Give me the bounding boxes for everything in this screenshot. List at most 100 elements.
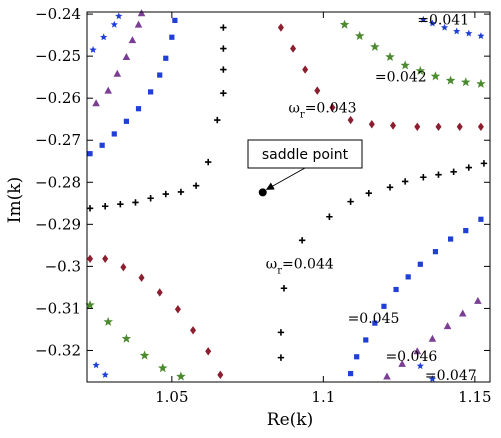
data-point	[158, 363, 168, 372]
data-point	[140, 351, 150, 360]
data-point	[175, 305, 181, 313]
data-point	[476, 79, 486, 88]
data-point	[414, 123, 420, 131]
data-point	[431, 71, 441, 80]
data-point	[148, 89, 153, 94]
x-tick-label: 1.05	[155, 388, 188, 406]
y-tick-label: −0.27	[35, 131, 81, 149]
y-tick-label: −0.32	[35, 341, 81, 359]
y-tick-label: −0.29	[35, 215, 81, 233]
data-point	[87, 205, 93, 211]
data-point	[176, 372, 186, 381]
omega-annotation: =0.042	[375, 69, 427, 85]
data-point	[290, 44, 296, 52]
data-point	[459, 309, 467, 316]
data-point	[433, 249, 438, 254]
data-point	[355, 31, 365, 40]
data-point	[406, 274, 411, 279]
data-point	[135, 21, 143, 28]
saddle-arrow	[267, 168, 305, 189]
data-point	[429, 335, 437, 342]
data-point	[104, 87, 112, 94]
data-point	[446, 76, 456, 85]
data-point	[340, 20, 350, 29]
data-point	[435, 123, 441, 131]
data-point	[326, 214, 332, 220]
data-point	[363, 337, 368, 342]
data-point	[370, 42, 380, 51]
data-point	[220, 24, 226, 30]
x-tick-label: 1.15	[458, 388, 491, 406]
data-point	[100, 33, 107, 40]
data-point	[466, 164, 472, 170]
data-point	[220, 90, 226, 96]
y-tick-label: −0.3	[45, 257, 81, 275]
data-point	[205, 159, 211, 165]
data-point	[190, 326, 196, 334]
y-tick-label: −0.31	[35, 299, 81, 317]
data-point	[93, 361, 100, 368]
data-point	[89, 46, 96, 53]
data-point	[178, 189, 184, 195]
omega-annotation: =0.047	[425, 368, 477, 384]
data-point	[278, 329, 284, 335]
series-triangle	[92, 9, 481, 379]
data-point	[87, 255, 93, 263]
data-point	[347, 198, 353, 204]
data-point	[129, 36, 137, 43]
data-point	[163, 191, 169, 197]
data-point	[385, 52, 395, 61]
data-point	[481, 160, 487, 166]
data-point	[111, 21, 118, 28]
data-point	[278, 354, 284, 360]
data-point	[387, 184, 393, 190]
data-point	[369, 120, 375, 128]
data-point	[477, 32, 484, 39]
data-point	[193, 182, 199, 188]
omega-annotation: ωr=0.044	[266, 256, 334, 276]
data-point	[448, 236, 453, 241]
data-point	[157, 288, 163, 296]
data-point	[117, 201, 123, 207]
saddle-point-marker	[259, 188, 267, 196]
data-markers	[85, 9, 487, 382]
data-point	[463, 228, 468, 233]
data-point	[102, 371, 109, 378]
data-point	[217, 371, 223, 379]
y-tick-label: −0.28	[35, 173, 81, 191]
data-point	[474, 297, 482, 304]
data-point	[420, 174, 426, 180]
data-point	[214, 117, 220, 123]
data-point	[383, 373, 391, 380]
plot-frame	[87, 12, 490, 382]
data-point	[220, 45, 226, 51]
x-axis-title: Re(k)	[267, 410, 313, 430]
data-point	[390, 121, 396, 129]
series-plus	[87, 24, 487, 360]
saddle-label: saddle point	[262, 147, 349, 163]
data-point	[461, 77, 471, 86]
data-point	[281, 285, 287, 291]
data-point	[147, 195, 153, 201]
data-point	[465, 30, 472, 37]
data-point	[348, 116, 354, 124]
series-star-small	[89, 12, 484, 382]
data-point	[123, 53, 131, 60]
data-point	[112, 131, 117, 136]
data-point	[92, 99, 100, 106]
data-point	[157, 72, 162, 77]
data-point	[478, 123, 484, 131]
data-point	[104, 317, 114, 326]
data-point	[87, 151, 92, 156]
data-point	[100, 143, 105, 148]
data-point	[163, 56, 168, 61]
data-point	[381, 304, 386, 309]
y-tick-label: −0.26	[35, 89, 81, 107]
data-point	[139, 274, 145, 282]
data-point	[400, 60, 410, 69]
y-tick-label: −0.25	[35, 47, 81, 65]
omega-annotation: =0.045	[348, 311, 400, 327]
data-point	[435, 172, 441, 178]
data-point	[132, 199, 138, 205]
